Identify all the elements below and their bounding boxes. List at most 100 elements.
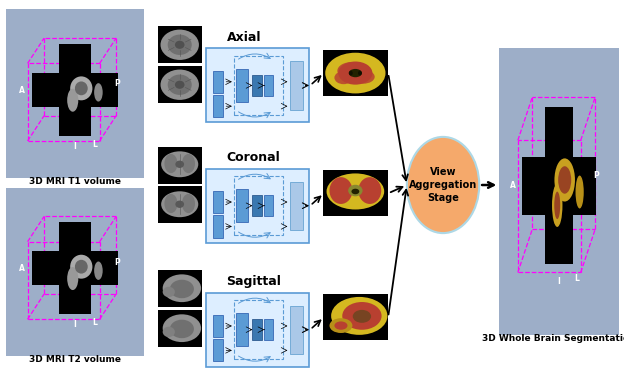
Bar bbox=[158, 147, 202, 184]
Ellipse shape bbox=[575, 175, 583, 208]
Bar bbox=[236, 189, 248, 222]
Ellipse shape bbox=[163, 314, 201, 342]
FancyBboxPatch shape bbox=[206, 169, 309, 243]
Ellipse shape bbox=[558, 166, 571, 194]
Ellipse shape bbox=[170, 320, 194, 338]
Ellipse shape bbox=[94, 83, 103, 102]
Ellipse shape bbox=[168, 75, 192, 95]
Ellipse shape bbox=[161, 191, 198, 217]
Ellipse shape bbox=[329, 318, 353, 333]
Text: 3D MRI T1 volume: 3D MRI T1 volume bbox=[29, 177, 121, 186]
Text: Sagittal: Sagittal bbox=[227, 275, 281, 288]
Text: Axial: Axial bbox=[227, 31, 261, 44]
Text: I: I bbox=[74, 141, 76, 151]
Bar bbox=[323, 170, 388, 216]
Bar bbox=[158, 270, 202, 307]
FancyBboxPatch shape bbox=[206, 293, 309, 367]
Bar bbox=[236, 69, 248, 102]
Bar bbox=[323, 50, 388, 96]
Ellipse shape bbox=[358, 177, 381, 204]
Bar bbox=[158, 26, 202, 63]
Ellipse shape bbox=[326, 174, 384, 209]
Bar bbox=[236, 313, 248, 346]
Bar bbox=[265, 195, 273, 216]
Bar bbox=[499, 48, 619, 335]
Bar bbox=[290, 182, 303, 230]
Ellipse shape bbox=[325, 53, 386, 93]
Ellipse shape bbox=[407, 137, 479, 233]
Ellipse shape bbox=[163, 287, 175, 297]
Ellipse shape bbox=[352, 70, 374, 84]
Bar bbox=[265, 75, 273, 96]
Ellipse shape bbox=[348, 185, 363, 196]
Bar bbox=[213, 315, 223, 337]
Ellipse shape bbox=[67, 89, 78, 112]
Ellipse shape bbox=[70, 76, 92, 100]
Ellipse shape bbox=[554, 192, 560, 219]
FancyBboxPatch shape bbox=[206, 48, 309, 122]
Bar bbox=[6, 9, 144, 178]
Ellipse shape bbox=[334, 322, 348, 330]
Ellipse shape bbox=[70, 255, 92, 279]
Ellipse shape bbox=[161, 151, 198, 177]
Ellipse shape bbox=[163, 327, 175, 337]
Ellipse shape bbox=[349, 69, 362, 77]
Text: I: I bbox=[74, 320, 76, 329]
Bar bbox=[253, 319, 261, 340]
Text: Coronal: Coronal bbox=[227, 151, 280, 164]
Ellipse shape bbox=[170, 280, 194, 298]
Bar bbox=[213, 71, 223, 93]
Ellipse shape bbox=[75, 260, 88, 273]
Bar bbox=[158, 186, 202, 223]
Bar bbox=[213, 339, 223, 361]
Text: L: L bbox=[574, 274, 579, 283]
Ellipse shape bbox=[168, 34, 192, 55]
Bar bbox=[253, 75, 261, 96]
Ellipse shape bbox=[351, 189, 359, 194]
Bar bbox=[213, 191, 223, 213]
Polygon shape bbox=[32, 44, 118, 136]
Text: I: I bbox=[558, 276, 560, 286]
Ellipse shape bbox=[67, 267, 78, 290]
Ellipse shape bbox=[175, 41, 185, 49]
Bar bbox=[323, 294, 388, 340]
Ellipse shape bbox=[163, 274, 201, 302]
Text: 3D MRI T2 volume: 3D MRI T2 volume bbox=[29, 355, 121, 364]
Polygon shape bbox=[32, 222, 118, 314]
Text: L: L bbox=[93, 140, 97, 149]
Ellipse shape bbox=[331, 297, 388, 335]
Ellipse shape bbox=[175, 81, 185, 89]
Bar bbox=[253, 195, 261, 216]
Ellipse shape bbox=[182, 154, 195, 173]
Text: A: A bbox=[19, 264, 25, 273]
Text: View
Aggregation
Stage: View Aggregation Stage bbox=[409, 167, 477, 203]
Text: P: P bbox=[115, 80, 120, 88]
Ellipse shape bbox=[342, 302, 381, 330]
Text: P: P bbox=[115, 258, 120, 267]
Ellipse shape bbox=[358, 71, 362, 75]
Bar bbox=[290, 61, 303, 110]
Ellipse shape bbox=[165, 154, 177, 173]
Text: L: L bbox=[93, 318, 97, 327]
Ellipse shape bbox=[329, 177, 353, 204]
Bar bbox=[213, 95, 223, 117]
Ellipse shape bbox=[160, 30, 199, 60]
Bar bbox=[265, 319, 273, 340]
Ellipse shape bbox=[552, 184, 562, 227]
Text: A: A bbox=[19, 85, 25, 95]
Ellipse shape bbox=[165, 194, 177, 213]
Ellipse shape bbox=[75, 81, 88, 95]
Bar bbox=[158, 66, 202, 103]
Bar bbox=[158, 310, 202, 347]
Bar bbox=[290, 306, 303, 354]
Ellipse shape bbox=[175, 201, 184, 208]
Text: A: A bbox=[510, 181, 516, 190]
Ellipse shape bbox=[334, 71, 353, 84]
Ellipse shape bbox=[338, 62, 367, 80]
Polygon shape bbox=[522, 107, 597, 264]
Ellipse shape bbox=[175, 161, 184, 168]
Text: P: P bbox=[593, 171, 599, 180]
Bar bbox=[6, 188, 144, 356]
Ellipse shape bbox=[160, 70, 199, 100]
Ellipse shape bbox=[94, 262, 103, 280]
